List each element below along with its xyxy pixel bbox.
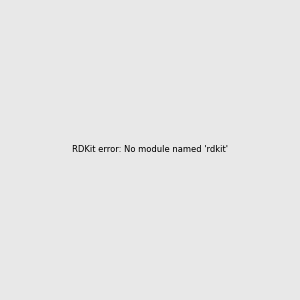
Text: RDKit error: No module named 'rdkit': RDKit error: No module named 'rdkit' xyxy=(72,146,228,154)
